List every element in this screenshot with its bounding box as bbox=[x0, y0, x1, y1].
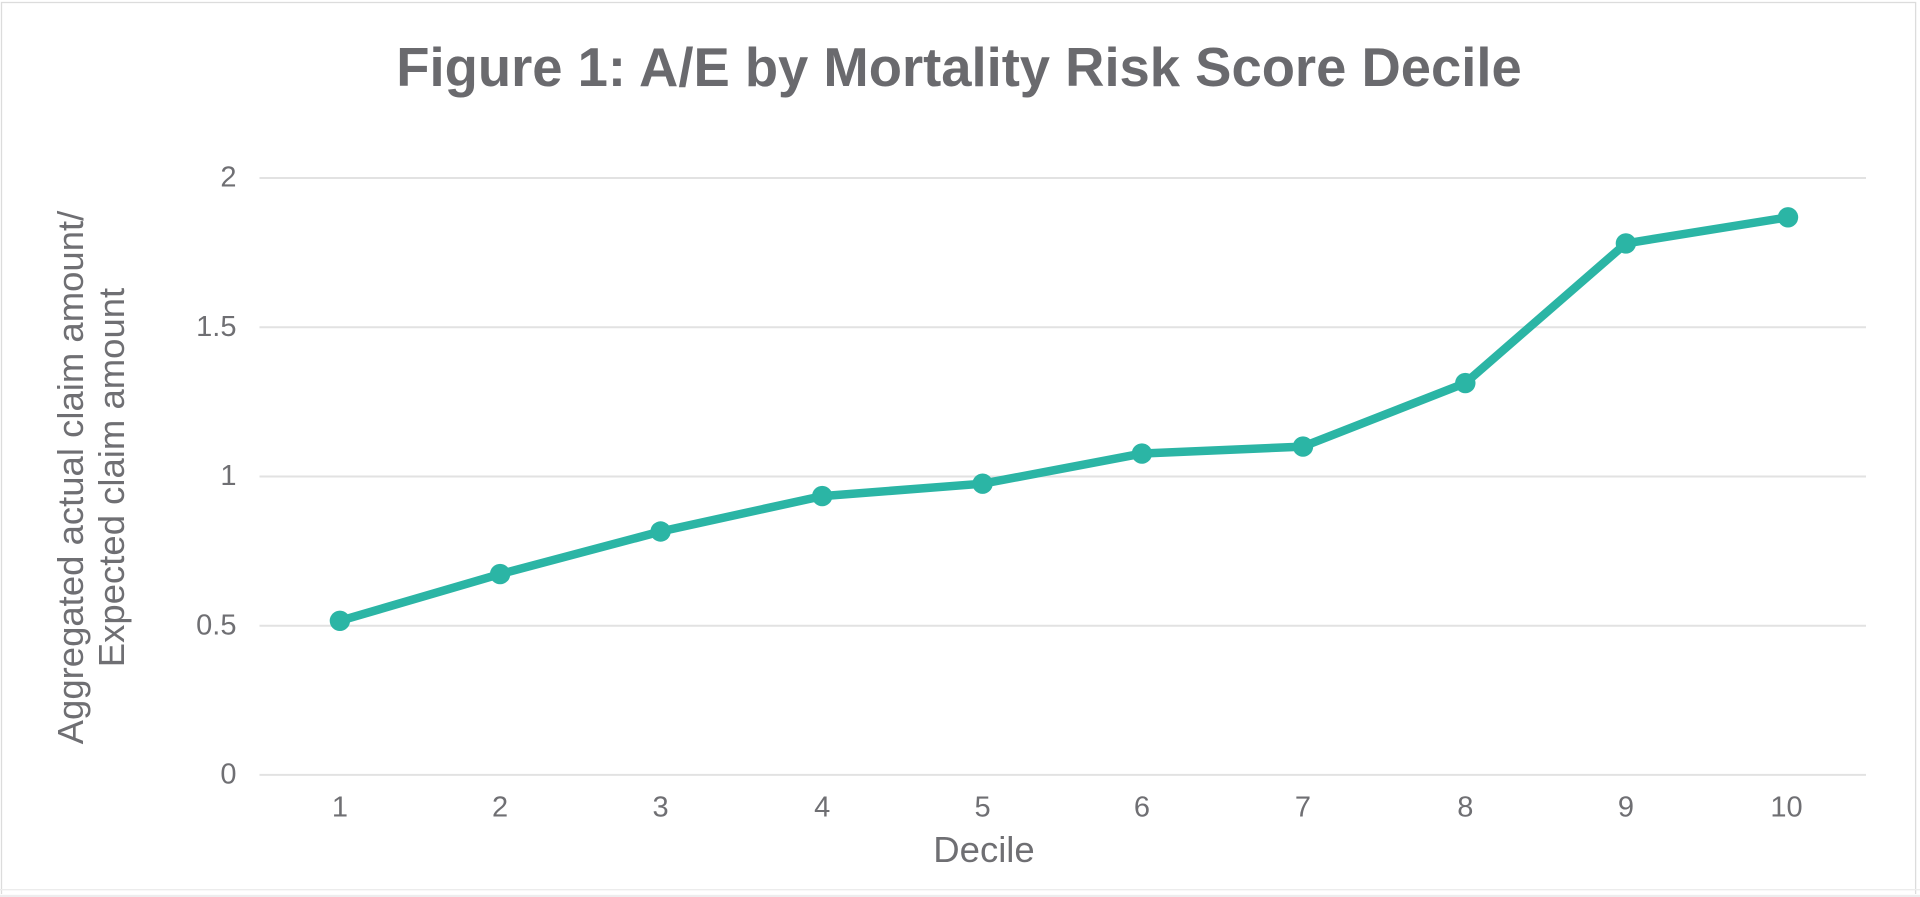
svg-text:1.5: 1.5 bbox=[196, 311, 236, 343]
svg-text:10: 10 bbox=[1770, 792, 1802, 824]
svg-text:3: 3 bbox=[653, 792, 669, 824]
svg-text:5: 5 bbox=[975, 792, 991, 824]
svg-text:Aggregated actual claim amount: Aggregated actual claim amount/ bbox=[50, 210, 91, 744]
svg-text:9: 9 bbox=[1618, 792, 1634, 824]
svg-text:Expected claim amount: Expected claim amount bbox=[91, 288, 132, 667]
svg-text:0.5: 0.5 bbox=[196, 609, 236, 641]
svg-text:7: 7 bbox=[1295, 792, 1311, 824]
svg-text:6: 6 bbox=[1134, 792, 1150, 824]
svg-text:4: 4 bbox=[814, 792, 830, 824]
svg-text:2: 2 bbox=[492, 792, 508, 824]
svg-text:Figure 1: A/E by Mortality Ris: Figure 1: A/E by Mortality Risk Score De… bbox=[396, 37, 1521, 98]
svg-text:2: 2 bbox=[220, 162, 236, 194]
svg-text:1: 1 bbox=[220, 460, 236, 492]
svg-text:1: 1 bbox=[332, 792, 348, 824]
svg-text:8: 8 bbox=[1457, 792, 1473, 824]
svg-text:Decile: Decile bbox=[933, 829, 1034, 870]
svg-text:0: 0 bbox=[220, 759, 236, 791]
